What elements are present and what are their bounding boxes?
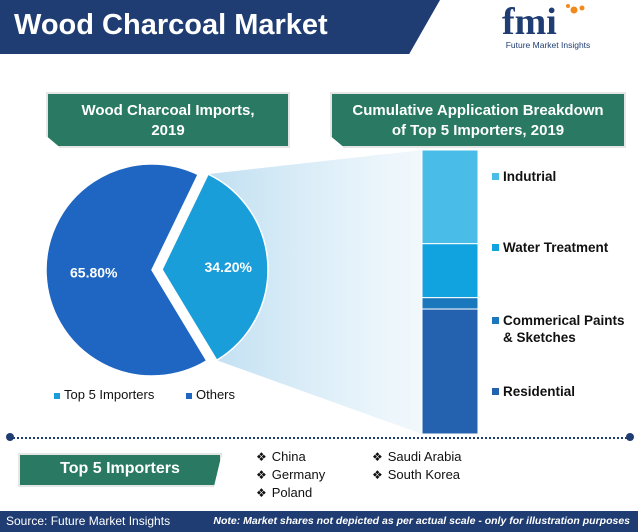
fmi-logo-text: fmi [502, 2, 557, 42]
section-divider [10, 437, 630, 439]
bar-segment-2 [421, 297, 479, 310]
diamond-bullet-icon: ❖ [256, 450, 267, 464]
bar-legend-label: Residential [503, 384, 576, 399]
footer-note: Note: Market shares not depicted as per … [213, 515, 630, 527]
importer-country: ❖ Poland [256, 485, 312, 500]
pie-label-others: 65.80% [70, 265, 118, 281]
charts-canvas: 34.20% 65.80% [45, 149, 479, 435]
legend-swatch [54, 393, 60, 399]
bar-title-line1: Cumulative Application Breakdown [352, 102, 604, 119]
bar-segment-1 [421, 243, 479, 299]
page-title: Wood Charcoal Market [14, 9, 328, 41]
logo-dot [579, 5, 585, 11]
legend-label: Top 5 Importers [64, 387, 155, 402]
country-name: Saudi Arabia [387, 449, 462, 464]
fmi-logo-mark: fmi [502, 1, 585, 43]
pie-chart-title-box: Wood Charcoal Imports, 2019 [46, 92, 290, 148]
header-background [0, 0, 440, 54]
importer-country: ❖ Germany [256, 467, 325, 482]
importer-country: ❖ China [256, 449, 306, 464]
connector-wedge [208, 150, 422, 434]
bar-legend-label: Indutrial [503, 169, 557, 184]
pie-slice-top5 [161, 173, 269, 362]
bar-legend-swatch [492, 173, 499, 180]
bar-segment-3 [421, 308, 479, 435]
country-name: Poland [271, 485, 313, 500]
bar-legend-label: Water Treatment [503, 240, 609, 255]
footer-source: Source: Future Market Insights [6, 514, 171, 528]
logo-subtitle: Future Market Insights [505, 40, 591, 50]
bar-legend-label: Commerical Paints & Sketches [503, 313, 625, 345]
legend-swatch [186, 393, 192, 399]
importer-country: ❖ South Korea [372, 467, 460, 482]
country-name: South Korea [387, 467, 461, 482]
pie-slice-others [45, 163, 208, 377]
fmi-logo: fmi Future Market Insights [488, 1, 608, 52]
header-banner: Wood Charcoal Market [0, 0, 638, 54]
diamond-bullet-icon: ❖ [256, 468, 267, 482]
diamond-bullet-icon: ❖ [372, 468, 383, 482]
legend-label: Others [196, 387, 236, 402]
bar-legend-swatch [492, 317, 499, 324]
divider-dot [626, 433, 634, 441]
country-name: China [271, 449, 306, 464]
bar-title-line2: of Top 5 Importers, 2019 [391, 122, 565, 139]
diamond-bullet-icon: ❖ [372, 450, 383, 464]
logo-dot [570, 6, 578, 14]
bar-segment-0 [421, 149, 479, 245]
bar-legend-swatch [492, 244, 499, 251]
country-name: Germany [271, 467, 326, 482]
pie-title-line1: Wood Charcoal Imports, [81, 102, 255, 119]
importers-label-box: Top 5 Importers [18, 453, 222, 487]
bar-legend-swatch [492, 388, 499, 395]
diamond-bullet-icon: ❖ [256, 486, 267, 500]
pie-label-top5: 34.20% [204, 259, 252, 275]
footer-bar: Source: Future Market Insights Note: Mar… [0, 511, 638, 532]
divider-dot [6, 433, 14, 441]
importer-country: ❖ Saudi Arabia [372, 449, 462, 464]
logo-dot [566, 4, 570, 8]
pie-title-line2: 2019 [151, 122, 185, 139]
bar-chart-title-box: Cumulative Application Breakdown of Top … [330, 92, 626, 148]
